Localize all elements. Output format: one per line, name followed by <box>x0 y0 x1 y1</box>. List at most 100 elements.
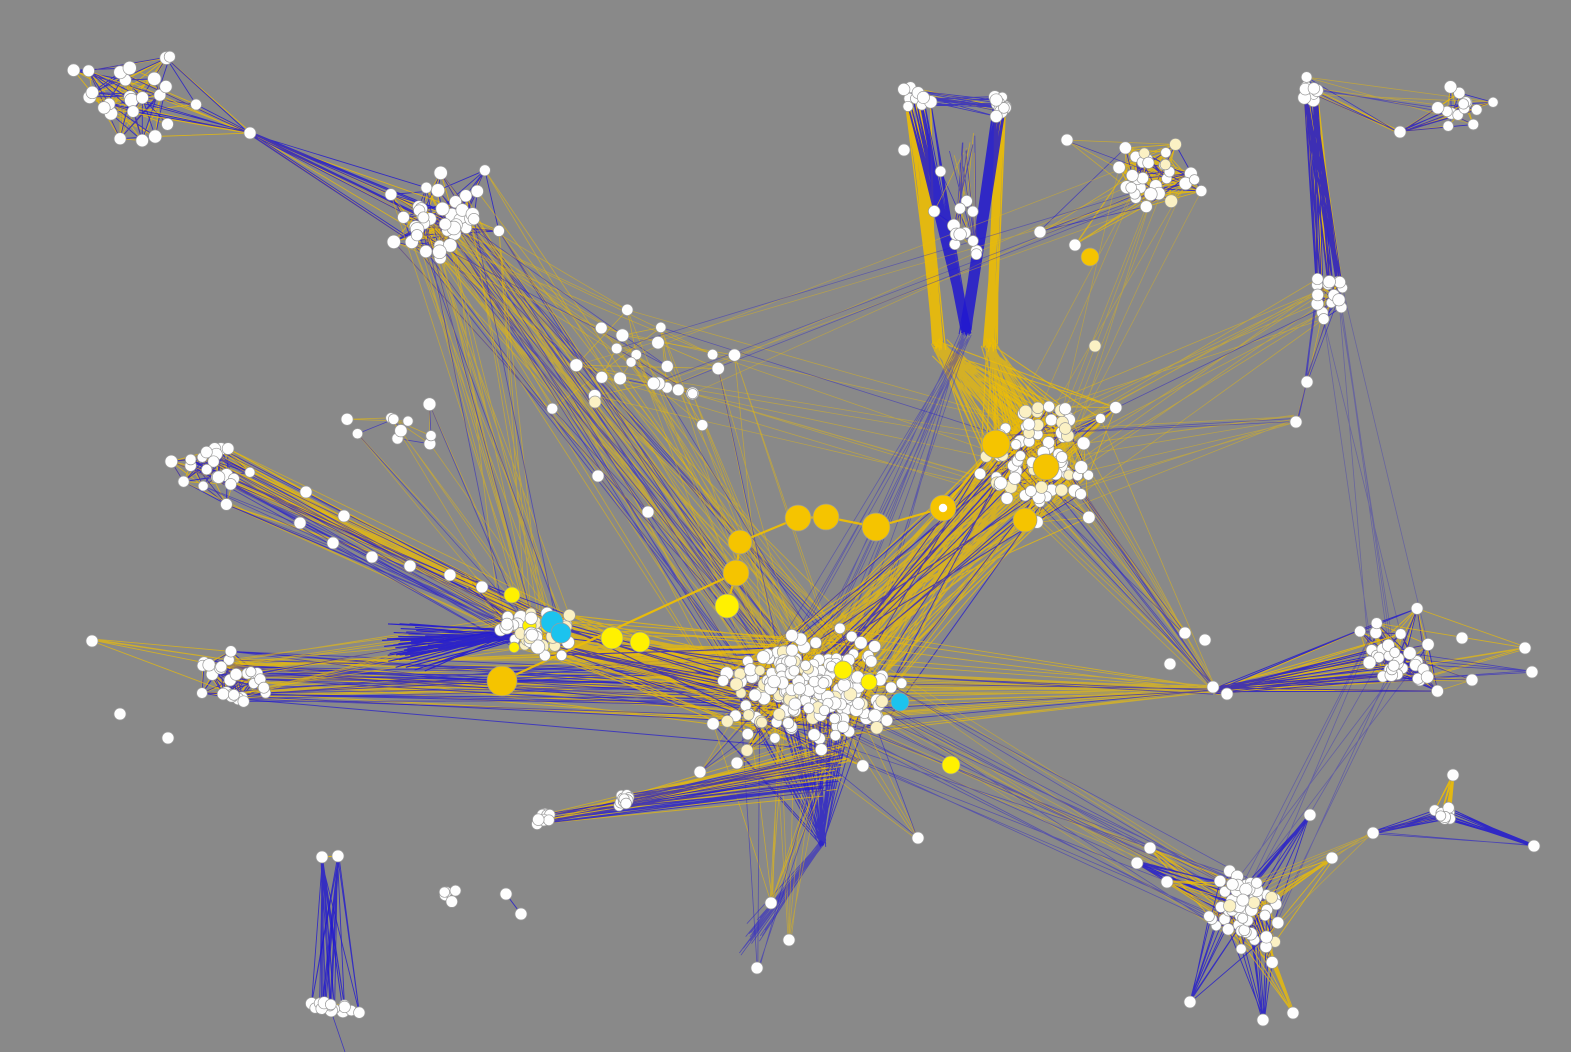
graph-node[interactable] <box>197 480 209 492</box>
graph-node[interactable] <box>228 689 240 701</box>
graph-node[interactable] <box>865 655 878 668</box>
graph-node[interactable] <box>1198 633 1212 647</box>
graph-node[interactable] <box>834 622 846 635</box>
graph-node[interactable] <box>1236 893 1250 907</box>
graph-node[interactable] <box>85 634 99 648</box>
graph-node[interactable] <box>1018 404 1033 419</box>
graph-node[interactable] <box>113 707 127 721</box>
graph-node[interactable] <box>895 677 908 689</box>
graph-node[interactable] <box>387 413 400 425</box>
graph-node[interactable] <box>1008 471 1022 485</box>
graph-node[interactable] <box>1136 172 1149 185</box>
graph-node-gold[interactable] <box>486 665 518 697</box>
graph-node[interactable] <box>911 831 925 845</box>
graph-node[interactable] <box>438 217 452 231</box>
graph-node-yellow[interactable] <box>833 660 853 680</box>
graph-node-cyan[interactable] <box>890 692 910 712</box>
graph-node[interactable] <box>1332 293 1346 307</box>
graph-node[interactable] <box>224 478 237 491</box>
graph-node[interactable] <box>989 93 1003 107</box>
graph-node[interactable] <box>651 336 665 350</box>
graph-node[interactable] <box>1160 875 1174 889</box>
graph-node[interactable] <box>443 568 457 582</box>
graph-node[interactable] <box>1010 439 1022 451</box>
graph-node[interactable] <box>782 933 796 947</box>
graph-node[interactable] <box>384 188 398 201</box>
graph-node[interactable] <box>1164 194 1178 208</box>
graph-node[interactable] <box>397 211 410 224</box>
graph-node[interactable] <box>500 617 514 631</box>
graph-node[interactable] <box>1055 451 1068 464</box>
graph-node[interactable] <box>221 442 235 455</box>
graph-node[interactable] <box>1370 617 1383 630</box>
graph-node-gold[interactable] <box>1012 507 1038 533</box>
graph-node-yellow[interactable] <box>941 755 961 775</box>
graph-node[interactable] <box>706 348 719 361</box>
graph-node[interactable] <box>1259 930 1273 944</box>
graph-node[interactable] <box>1289 415 1303 429</box>
graph-node[interactable] <box>1022 417 1036 431</box>
graph-node[interactable] <box>1118 141 1132 155</box>
graph-node[interactable] <box>1251 877 1263 889</box>
graph-node[interactable] <box>1527 839 1541 853</box>
graph-node[interactable] <box>1031 401 1045 414</box>
graph-node[interactable] <box>420 181 433 194</box>
graph-node[interactable] <box>1420 670 1434 684</box>
graph-node[interactable] <box>524 611 538 625</box>
graph-node-gold[interactable] <box>727 529 753 555</box>
graph-node[interactable] <box>135 91 149 105</box>
graph-node-gold[interactable] <box>812 503 840 531</box>
graph-node[interactable] <box>122 60 137 76</box>
graph-node[interactable] <box>897 143 911 157</box>
graph-node[interactable] <box>788 697 802 711</box>
graph-node[interactable] <box>220 498 233 511</box>
graph-node[interactable] <box>902 100 914 112</box>
graph-node-gold[interactable] <box>861 512 891 542</box>
graph-node[interactable] <box>435 201 450 216</box>
graph-node[interactable] <box>1125 181 1137 194</box>
graph-node[interactable] <box>711 361 725 376</box>
graph-node[interactable] <box>928 205 941 218</box>
graph-node[interactable] <box>1455 631 1469 645</box>
graph-node[interactable] <box>754 665 766 676</box>
graph-node[interactable] <box>742 709 755 721</box>
graph-node-gold[interactable] <box>981 429 1011 459</box>
graph-node-yellow[interactable] <box>714 593 740 619</box>
graph-node[interactable] <box>499 887 513 901</box>
graph-node[interactable] <box>479 164 491 177</box>
graph-node[interactable] <box>419 244 433 259</box>
graph-node[interactable] <box>1307 82 1321 95</box>
graph-node[interactable] <box>190 98 202 111</box>
graph-node[interactable] <box>998 102 1010 114</box>
graph-node[interactable] <box>974 467 987 480</box>
graph-node[interactable] <box>394 424 408 438</box>
graph-node[interactable] <box>386 234 401 249</box>
graph-node[interactable] <box>630 349 642 361</box>
graph-node[interactable] <box>785 629 799 642</box>
graph-node[interactable] <box>1163 657 1177 671</box>
graph-node[interactable] <box>1431 684 1444 698</box>
graph-node[interactable] <box>843 687 858 701</box>
graph-node[interactable] <box>837 720 850 734</box>
graph-node[interactable] <box>1169 138 1182 151</box>
graph-node[interactable] <box>721 715 734 728</box>
graph-node[interactable] <box>1421 638 1435 651</box>
graph-node[interactable] <box>1465 673 1479 687</box>
graph-node[interactable] <box>467 213 480 226</box>
graph-node[interactable] <box>740 744 754 757</box>
graph-node[interactable] <box>788 665 800 677</box>
graph-node[interactable] <box>756 650 771 664</box>
graph-node[interactable] <box>1446 768 1460 782</box>
graph-node[interactable] <box>1068 238 1082 252</box>
graph-node[interactable] <box>595 371 609 384</box>
graph-node[interactable] <box>1286 1006 1300 1020</box>
graph-node[interactable] <box>124 93 139 108</box>
graph-node[interactable] <box>655 321 667 333</box>
graph-node[interactable] <box>1431 101 1445 115</box>
graph-node[interactable] <box>1322 275 1336 289</box>
graph-node[interactable] <box>422 397 437 411</box>
graph-node[interactable] <box>546 402 559 415</box>
graph-node[interactable] <box>741 728 754 741</box>
graph-node[interactable] <box>1237 912 1249 924</box>
graph-node[interactable] <box>1143 841 1157 855</box>
